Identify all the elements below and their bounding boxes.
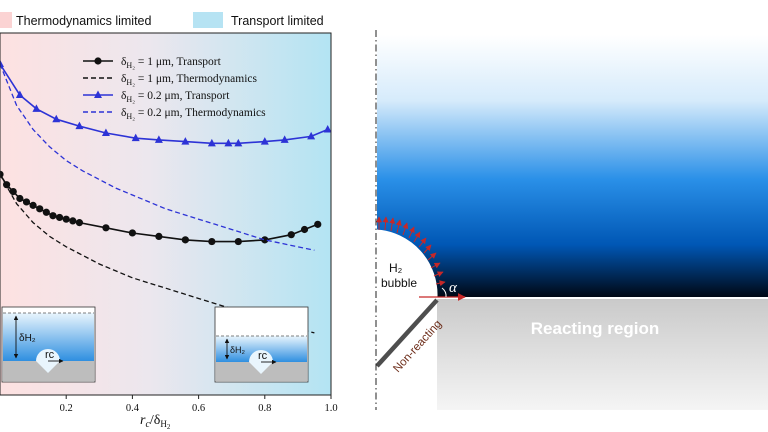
series-2-point-10 [224, 138, 233, 147]
series-0-point-10 [62, 215, 70, 223]
series-2-point-14 [307, 131, 316, 140]
reacting-surface [437, 297, 768, 410]
nonreacting-wall [375, 298, 439, 368]
bubble-label-h2: H₂ [389, 261, 403, 275]
svg-text:δH₂ = 1 μm, Transport: δH₂ = 1 μm, Transport [121, 56, 222, 70]
series-0-point-17 [208, 237, 216, 246]
series-0-point-8 [49, 212, 57, 220]
plot-frame [0, 32, 332, 396]
series-2-point-9 [207, 138, 216, 147]
series-0-point-5 [29, 201, 37, 209]
series-2-point-8 [181, 137, 190, 145]
inset-left-rc-label: rc [45, 349, 55, 361]
alpha-label: α [449, 280, 458, 296]
series-0-point-14 [128, 229, 136, 237]
top-legend: Thermodynamics limited Transport limited [0, 12, 324, 28]
series-2-point-1 [15, 90, 24, 99]
series-2-point-13 [280, 135, 289, 143]
svg-text:δH₂ = 0.2 μm, Thermodynamics: δH₂ = 0.2 μm, Thermodynamics [121, 107, 266, 121]
inset-thin-film: δH₂ rc [214, 306, 309, 383]
series-0-point-20 [287, 231, 295, 239]
series-0-point-4 [22, 198, 31, 206]
series-0-point-18 [234, 237, 242, 246]
series-0-point-3 [16, 194, 24, 203]
series-line-3 [0, 63, 315, 251]
inset-right-rc-label: rc [258, 350, 268, 362]
series-2-point-7 [154, 135, 163, 143]
legend-entry-1um-transport: δH₂ = 1 μm, Transport [83, 56, 222, 70]
thermo-swatch [0, 12, 12, 28]
bubble-label-bubble: bubble [381, 276, 417, 290]
legend-entry-1um-thermo: δH₂ = 1 μm, Thermodynamics [83, 73, 258, 87]
thermo-limited-label: Thermodynamics limited [16, 14, 152, 28]
series-0-point-19 [261, 236, 269, 244]
series-2-point-5 [101, 128, 110, 136]
series-0-point-15 [155, 232, 163, 241]
x-tick-label-3: 0.8 [258, 403, 271, 414]
series-0-point-12 [75, 219, 84, 227]
svg-text:δH₂ = 0.2 μm, Transport: δH₂ = 0.2 μm, Transport [121, 90, 230, 104]
legend-entry-02um-transport: δH₂ = 0.2 μm, Transport [83, 90, 230, 104]
inset-thick-film: δH₂ rc [1, 306, 96, 383]
x-axis: 0.2 0.4 0.6 0.8 1.0 [60, 395, 338, 414]
legend-entry-02um-thermo: δH₂ = 0.2 μm, Thermodynamics [83, 107, 266, 121]
series-line-2 [0, 63, 329, 145]
svg-text:δH₂ = 1 μm, Thermodynamics: δH₂ = 1 μm, Thermodynamics [121, 73, 258, 87]
series-0-point-9 [55, 213, 64, 222]
series-2-point-4 [75, 121, 84, 130]
transport-swatch [193, 12, 223, 28]
inset-left-delta-label: δH₂ [19, 333, 36, 344]
series-0-point-22 [314, 220, 322, 228]
series-0-point-21 [300, 225, 309, 234]
chart-legend: δH₂ = 1 μm, Transport δH₂ = 1 μm, Thermo… [83, 56, 266, 121]
reacting-region-label: Reacting region [531, 319, 659, 338]
x-tick-label-1: 0.4 [126, 403, 140, 414]
series-0-point-6 [36, 205, 44, 213]
series-2-point-11 [234, 138, 243, 147]
bubble-schematic: α H₂ bubble Non-reacting Reacting region [375, 30, 768, 410]
series-2-point-2 [32, 104, 41, 112]
h2-bubble [376, 229, 438, 362]
x-tick-label-4: 1.0 [324, 403, 337, 414]
series-0-point-7 [42, 208, 50, 216]
x-tick-label-2: 0.6 [192, 403, 205, 414]
flux-arrows [376, 216, 446, 287]
series-2-point-12 [260, 137, 269, 145]
inset-right-delta-label: δH₂ [230, 345, 246, 355]
transport-limited-label: Transport limited [231, 14, 324, 28]
series-0-point-2 [9, 187, 17, 196]
series-2-point-15 [323, 125, 331, 133]
series-0-point-11 [69, 217, 77, 225]
fluid-region [377, 35, 768, 297]
series-0-point-13 [102, 224, 110, 232]
x-tick-label-0: 0.2 [60, 403, 73, 414]
x-axis-label: rc/δH2 [140, 413, 171, 431]
series-2-point-6 [131, 133, 140, 142]
series-2-point-3 [52, 114, 61, 123]
series-0-point-16 [181, 236, 189, 244]
